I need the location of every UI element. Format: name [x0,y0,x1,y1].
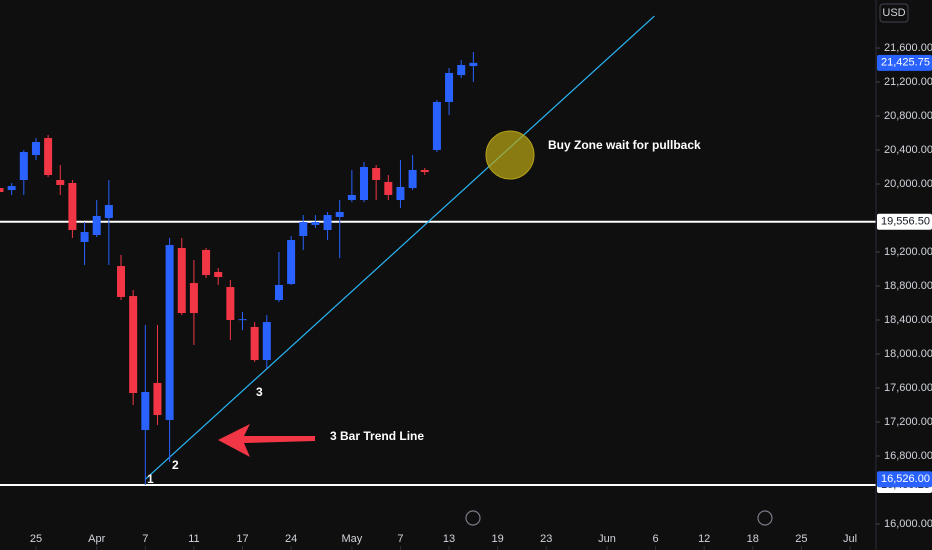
axis-layer: 16,000.00 16,800.00 17,200.00 17,600.00 18,0… [876,42,932,530]
candle-body [311,222,320,225]
candle-body [117,266,126,297]
candle-body [457,65,466,76]
trend-line [144,15,655,480]
candle-body [250,326,259,361]
candle-body [432,101,441,151]
annotation: 2 [172,458,179,472]
candle-body [92,215,101,236]
x-tick-label: 7 [397,533,403,545]
candle-body [396,186,405,200]
x-tick-label: Apr [88,533,105,545]
y-tick-label: 20,800.00 [884,110,932,122]
currency-box[interactable] [879,3,909,23]
event-icon[interactable] [757,510,773,526]
price-label: 21,425.75 [881,57,930,69]
candle-body [335,211,344,217]
candle-body [420,169,429,173]
candle-body [372,168,381,181]
y-tick-label: 21,600.00 [884,42,932,54]
buy-zone-circle [485,130,535,180]
candle-body [262,322,271,361]
x-tick-label: 25 [30,533,42,545]
candle-body [445,73,454,102]
candle-body [80,232,89,242]
x-tick-label: 25 [795,533,807,545]
candle-body [56,180,65,186]
y-tick-label: 20,400.00 [884,144,932,156]
candle-body [19,152,28,181]
annotation: 1 [147,472,154,486]
candle-body [274,284,283,301]
candle-body [165,245,174,420]
candle-body [323,215,332,230]
candle-body [129,296,138,394]
level-label-box [877,213,932,230]
x-tick-label: 11 [188,533,199,545]
candle-body [238,319,247,321]
candle-body [287,240,296,284]
candle-body [0,188,4,193]
candle-body [177,248,186,314]
candle-body [44,138,53,176]
plot-area: 25 Apr 7 11 17 24 May 7 13 19 23 Jun 6 12 18 25 Jul [0,15,876,550]
y-tick-label: 16,800.00 [884,450,932,462]
x-tick-label: 19 [492,533,504,545]
price-label: 16,526.00 [881,473,930,485]
candle-body [153,382,162,416]
y-tick-label: 19,200.00 [884,246,932,258]
candle-body [226,287,235,321]
x-tick-label: Jun [598,533,616,545]
annotation: Buy Zone wait for pullback [548,138,701,152]
candle-body [68,182,77,230]
y-tick-label: 18,400.00 [884,314,932,326]
x-tick-label: 7 [142,533,148,545]
currency: USD [882,7,905,19]
y-tick-label: 21,200.00 [884,76,932,88]
x-tick-label: 13 [443,533,455,545]
candle-body [214,271,223,277]
candle-body [31,142,40,156]
candle-body [360,167,369,200]
annotation: 3 Bar Trend Line [330,429,424,443]
candle-body [347,194,356,200]
candle-body [7,186,16,191]
y-tick-label: 20,000.00 [884,178,932,190]
y-tick-label: 16,000.00 [884,518,932,530]
y-tick-label: 18,800.00 [884,280,932,292]
candle-body [189,283,198,314]
event-icon[interactable] [465,510,481,526]
candle-body [469,62,478,67]
y-tick-label: 17,200.00 [884,416,932,428]
x-tick-label: 24 [285,533,297,545]
x-tick-label: May [341,533,362,545]
x-tick-label: 18 [747,533,759,545]
level-label: 19,556.50 [881,216,930,228]
candle-body [384,181,393,195]
x-tick-label: Jul [843,533,857,545]
arrow [218,424,315,457]
y-tick-label: 18,000.00 [884,348,932,360]
x-tick-label: 23 [540,533,552,545]
x-tick-label: 12 [698,533,710,545]
candle-body [299,222,308,237]
x-tick-label: 6 [653,533,659,545]
price-axis [876,0,932,550]
annotation: 3 [256,385,263,399]
x-tick-label: 17 [236,533,248,545]
candle-body [408,169,417,189]
y-tick-label: 17,600.00 [884,382,932,394]
candle-body [202,249,211,276]
price-label-box [877,471,932,488]
candle-body [141,391,150,430]
price-label-box [877,54,932,71]
candle-body [104,205,113,219]
